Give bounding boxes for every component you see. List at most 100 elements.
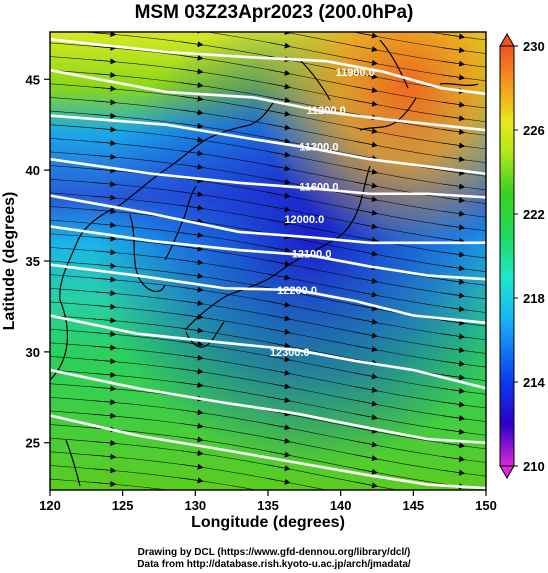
wind-arrow: [442, 469, 466, 476]
wind-streamline-21: [50, 192, 486, 259]
wind-arrow: [93, 44, 117, 51]
wind-arrow: [94, 5, 116, 7]
wind-arrow: [442, 224, 466, 231]
wind-arrow: [180, 245, 204, 252]
wind-arrow: [93, 72, 117, 79]
wind-arrow: [355, 236, 378, 243]
wind-streamline-5: [50, 410, 486, 477]
wind-arrow: [94, 19, 116, 21]
contour-line-8: [50, 368, 486, 445]
wind-arrow: [93, 385, 117, 392]
wind-arrow: [93, 181, 117, 188]
wind-arrow: [442, 197, 466, 204]
contour-line-9: [50, 414, 486, 490]
colorbar-tick-label-4: 226: [523, 123, 545, 138]
credit-drawing: Drawing by DCL (https://www.gfd-dennou.o…: [137, 547, 411, 558]
wind-arrow: [442, 33, 466, 40]
contour-label-5: 12100.0: [292, 249, 332, 261]
wind-arrow: [180, 150, 204, 157]
contour-label-6: 12200.0: [277, 285, 317, 297]
wind-arrow: [93, 317, 117, 324]
contour-line-7: [50, 314, 486, 390]
wind-arrow: [93, 58, 117, 65]
wind-arrow: [180, 327, 204, 334]
wind-arrow: [180, 68, 204, 75]
wind-arrow: [442, 347, 466, 353]
contour-line-3: [50, 157, 486, 199]
wind-arrow: [180, 286, 204, 293]
wind-arrow: [267, 123, 291, 131]
wind-arrow: [93, 276, 117, 283]
wind-arrow: [267, 301, 291, 308]
height-contours: 11900.0 11200.0 11300.0 11600.0 12000.0 12100…: [50, 37, 486, 490]
contour-line-2: [50, 114, 486, 176]
wind-arrow: [442, 525, 464, 528]
wind-arrow: [442, 306, 466, 313]
wind-arrow: [442, 498, 464, 501]
wind-arrow: [355, 509, 377, 513]
wind-arrow: [442, 169, 466, 176]
wind-arrow: [355, 19, 377, 23]
wind-arrow: [93, 126, 117, 133]
wind-arrow: [355, 141, 378, 148]
wind-arrow: [355, 523, 377, 527]
colorbar: 210 214 218 222 226 230: [499, 33, 545, 479]
contour-label-1: 11200.0: [307, 105, 346, 117]
wind-streamline-3: [50, 437, 399, 490]
wind-arrow: [355, 386, 378, 393]
y-axis-ticks: 25 30 35 40 45: [26, 72, 50, 451]
wind-streamline-18: [50, 233, 486, 300]
wind-arrow: [268, 15, 290, 19]
wind-arrow: [267, 96, 291, 104]
wind-arrow: [267, 382, 291, 390]
x-tick-label-4: 140: [330, 498, 352, 513]
wind-arrow: [93, 221, 117, 228]
wind-arrow: [442, 142, 466, 149]
wind-arrow: [442, 278, 466, 285]
wind-arrow: [93, 440, 117, 447]
wind-arrow: [355, 427, 378, 434]
map-title: MSM 03Z23Apr2023 (200.0hPa): [134, 2, 414, 23]
wind-arrow: [355, 468, 378, 475]
wind-arrow: [267, 478, 291, 485]
wind-streamline-19: [50, 219, 486, 286]
wind-arrow: [181, 15, 203, 18]
wind-arrow: [93, 194, 117, 201]
wind-arrow: [93, 235, 117, 242]
wind-arrow: [267, 437, 291, 444]
wind-arrow: [355, 290, 378, 298]
credit-data: Data from http://database.rish.kyoto-u.a…: [137, 559, 411, 570]
wind-arrow: [180, 463, 204, 470]
wind-arrow: [93, 249, 117, 256]
wind-streamline-22: [50, 178, 486, 245]
wind-arrow: [442, 319, 466, 326]
wind-arrow: [93, 32, 117, 38]
x-tick-label-5: 145: [402, 498, 424, 513]
wind-arrow: [267, 178, 291, 185]
wind-arrow: [267, 42, 291, 49]
wind-arrow: [267, 137, 291, 144]
x-tick-label-2: 130: [184, 498, 206, 513]
contour-label-0: 11900.0: [336, 67, 375, 79]
x-tick-label-0: 120: [39, 498, 61, 513]
wind-arrow: [267, 219, 291, 226]
wind-arrow: [355, 59, 378, 66]
wind-arrow: [355, 181, 378, 189]
wind-arrow: [180, 436, 204, 443]
wind-arrow: [442, 401, 466, 408]
wind-streamline-31: [50, 56, 486, 123]
wind-arrow: [442, 237, 466, 244]
wind-arrow: [355, 454, 378, 462]
wind-arrow: [355, 86, 378, 94]
wind-arrow: [355, 250, 378, 257]
y-tick-label-2: 35: [26, 254, 40, 269]
wind-arrow: [267, 164, 291, 172]
wind-arrow: [267, 423, 291, 431]
wind-arrow: [355, 413, 378, 421]
wind-arrow: [93, 167, 117, 174]
wind-arrow: [93, 344, 117, 351]
wind-arrow: [267, 260, 291, 267]
wind-arrow: [355, 440, 378, 448]
wind-arrow: [180, 136, 204, 143]
wind-arrow: [442, 265, 466, 272]
